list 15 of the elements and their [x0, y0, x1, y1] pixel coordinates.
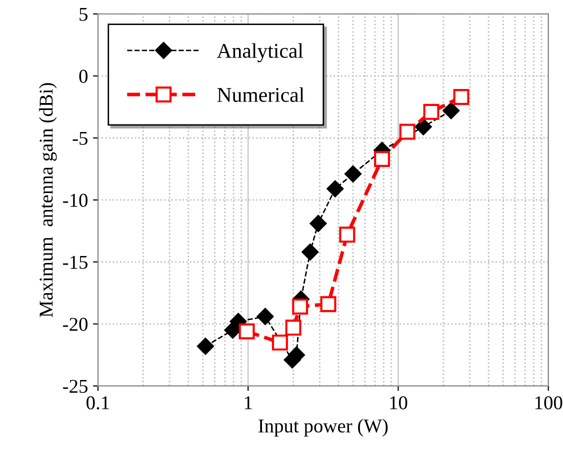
y-tick-label: -15	[63, 256, 88, 269]
y-tick-label: -5	[72, 132, 88, 145]
y-tick-label: 5	[80, 8, 88, 21]
y-tick-label: -25	[63, 380, 88, 393]
y-tick-label: 0	[79, 70, 88, 83]
legend-label: Analytical	[216, 43, 304, 62]
x-axis-title: Input power (W)	[258, 418, 388, 436]
y-axis-title: Maximum antenna gain (dBi)	[39, 83, 57, 318]
y-tick-label: -20	[63, 318, 88, 331]
x-tick-label: 0.1	[86, 396, 109, 410]
x-tick-label: 100	[535, 396, 562, 410]
y-tick-label: -10	[63, 194, 88, 207]
legend-label: Numerical	[217, 87, 304, 102]
x-tick-label: 1	[244, 396, 252, 410]
x-tick-label: 10	[390, 396, 408, 410]
